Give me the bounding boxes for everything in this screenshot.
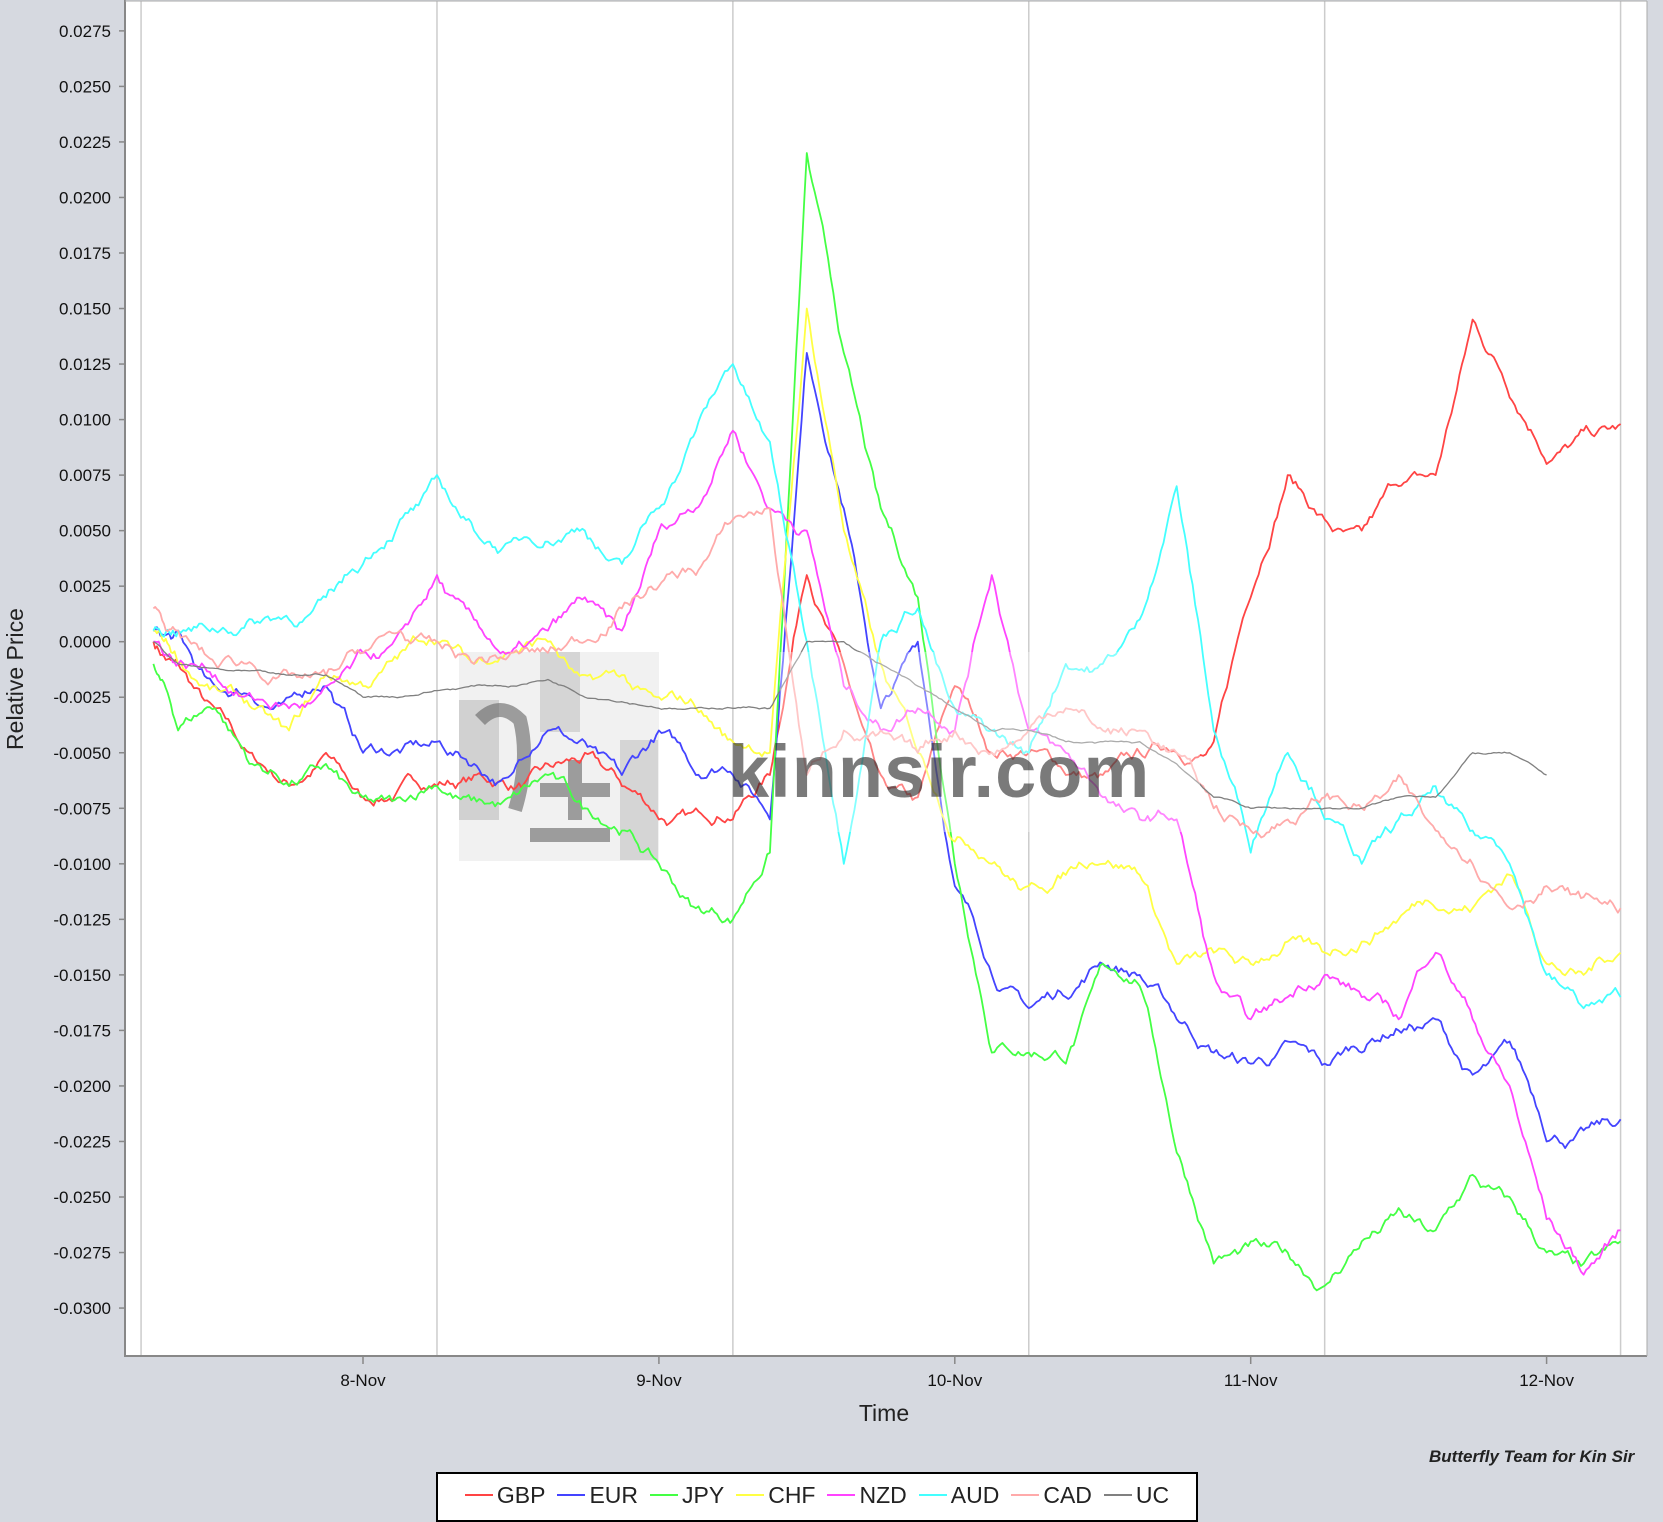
legend: GBP EUR JPY CHF NZD AUD CAD UC — [436, 1472, 1198, 1522]
y-tick-label: -0.0200 — [53, 1077, 111, 1096]
y-axis-ticks: 0.0275 0.0250 0.0225 0.0200 0.0175 0.0150 0.01… — [53, 22, 124, 1318]
y-tick-label: 0.0250 — [59, 77, 111, 96]
legend-swatch — [1103, 1494, 1132, 1496]
legend-item-cad: CAD — [1011, 1482, 1092, 1509]
legend-item-jpy: JPY — [650, 1482, 724, 1509]
series-line-eur — [153, 351, 1622, 1149]
watermark-band — [780, 652, 1200, 832]
legend-item-nzd: NZD — [827, 1481, 907, 1509]
legend-item-chf: CHF — [736, 1482, 815, 1509]
legend-label: EUR — [589, 1481, 639, 1508]
watermark-text: kinnsir.com — [728, 730, 1150, 813]
x-tick-label: 8-Nov — [340, 1371, 386, 1390]
y-tick-label: -0.0250 — [53, 1188, 111, 1207]
legend-item-uc: UC — [1103, 1481, 1170, 1509]
x-tick-label: 9-Nov — [636, 1371, 682, 1390]
legend-swatch — [1011, 1494, 1040, 1496]
y-axis-title: Relative Price — [2, 608, 28, 750]
series-line-cad — [152, 507, 1622, 914]
y-tick-label: 0.0150 — [59, 300, 111, 319]
series-line-jpy — [152, 152, 1622, 1292]
credit-text: Butterfly Team for Kin Sir — [1429, 1447, 1635, 1466]
legend-swatch — [918, 1494, 947, 1496]
y-tick-label: 0.0200 — [59, 188, 111, 207]
y-tick-label: 0.0175 — [59, 244, 111, 263]
series-line-gbp — [152, 318, 1622, 827]
y-tick-label: -0.0125 — [53, 910, 111, 929]
y-tick-label: 0.0275 — [59, 22, 111, 41]
y-tick-label: 0.0100 — [59, 411, 111, 430]
y-tick-label: -0.0025 — [53, 688, 111, 707]
legend-label: JPY — [682, 1481, 725, 1508]
legend-label: NZD — [859, 1481, 907, 1508]
legend-label: AUD — [950, 1481, 1000, 1508]
legend-item-gbp: GBP — [464, 1481, 546, 1509]
legend-item-eur: EUR — [557, 1482, 638, 1509]
y-tick-label: -0.0175 — [53, 1021, 111, 1040]
x-axis-ticks: 8-Nov 9-Nov 10-Nov 11-Nov 12-Nov — [340, 1357, 1574, 1390]
y-tick-label: 0.0225 — [59, 133, 111, 152]
legend-swatch — [464, 1494, 493, 1496]
y-tick-label: 0.0000 — [59, 633, 111, 652]
series-line-uc — [153, 640, 1547, 810]
legend-item-aud: AUD — [918, 1481, 1000, 1509]
x-tick-label: 12-Nov — [1519, 1371, 1574, 1390]
y-tick-label: 0.0075 — [59, 466, 111, 485]
series-lines — [152, 152, 1622, 1292]
x-tick-label: 10-Nov — [927, 1371, 982, 1390]
y-tick-label: -0.0225 — [53, 1132, 111, 1151]
y-tick-label: -0.0075 — [53, 799, 111, 818]
legend-swatch — [557, 1494, 586, 1496]
series-line-aud — [152, 363, 1622, 1010]
x-axis-title: Time — [859, 1400, 909, 1426]
y-tick-label: 0.0025 — [59, 577, 111, 596]
legend-swatch — [736, 1494, 765, 1496]
legend-label: UC — [1135, 1481, 1170, 1508]
y-tick-label: 0.0125 — [59, 355, 111, 374]
y-tick-label: -0.0100 — [53, 855, 111, 874]
legend-label: CHF — [768, 1481, 816, 1508]
legend-label: CAD — [1043, 1481, 1092, 1508]
legend-label: GBP — [496, 1481, 546, 1508]
legend-swatch — [650, 1494, 679, 1496]
x-tick-label: 11-Nov — [1224, 1371, 1278, 1390]
y-tick-label: -0.0150 — [53, 966, 111, 985]
y-tick-label: -0.0050 — [53, 744, 111, 763]
y-tick-label: -0.0300 — [53, 1299, 111, 1318]
legend-swatch — [827, 1494, 856, 1496]
gridlines — [140, 1, 1622, 1355]
y-tick-label: -0.0275 — [53, 1244, 111, 1263]
y-tick-label: 0.0050 — [59, 522, 111, 541]
